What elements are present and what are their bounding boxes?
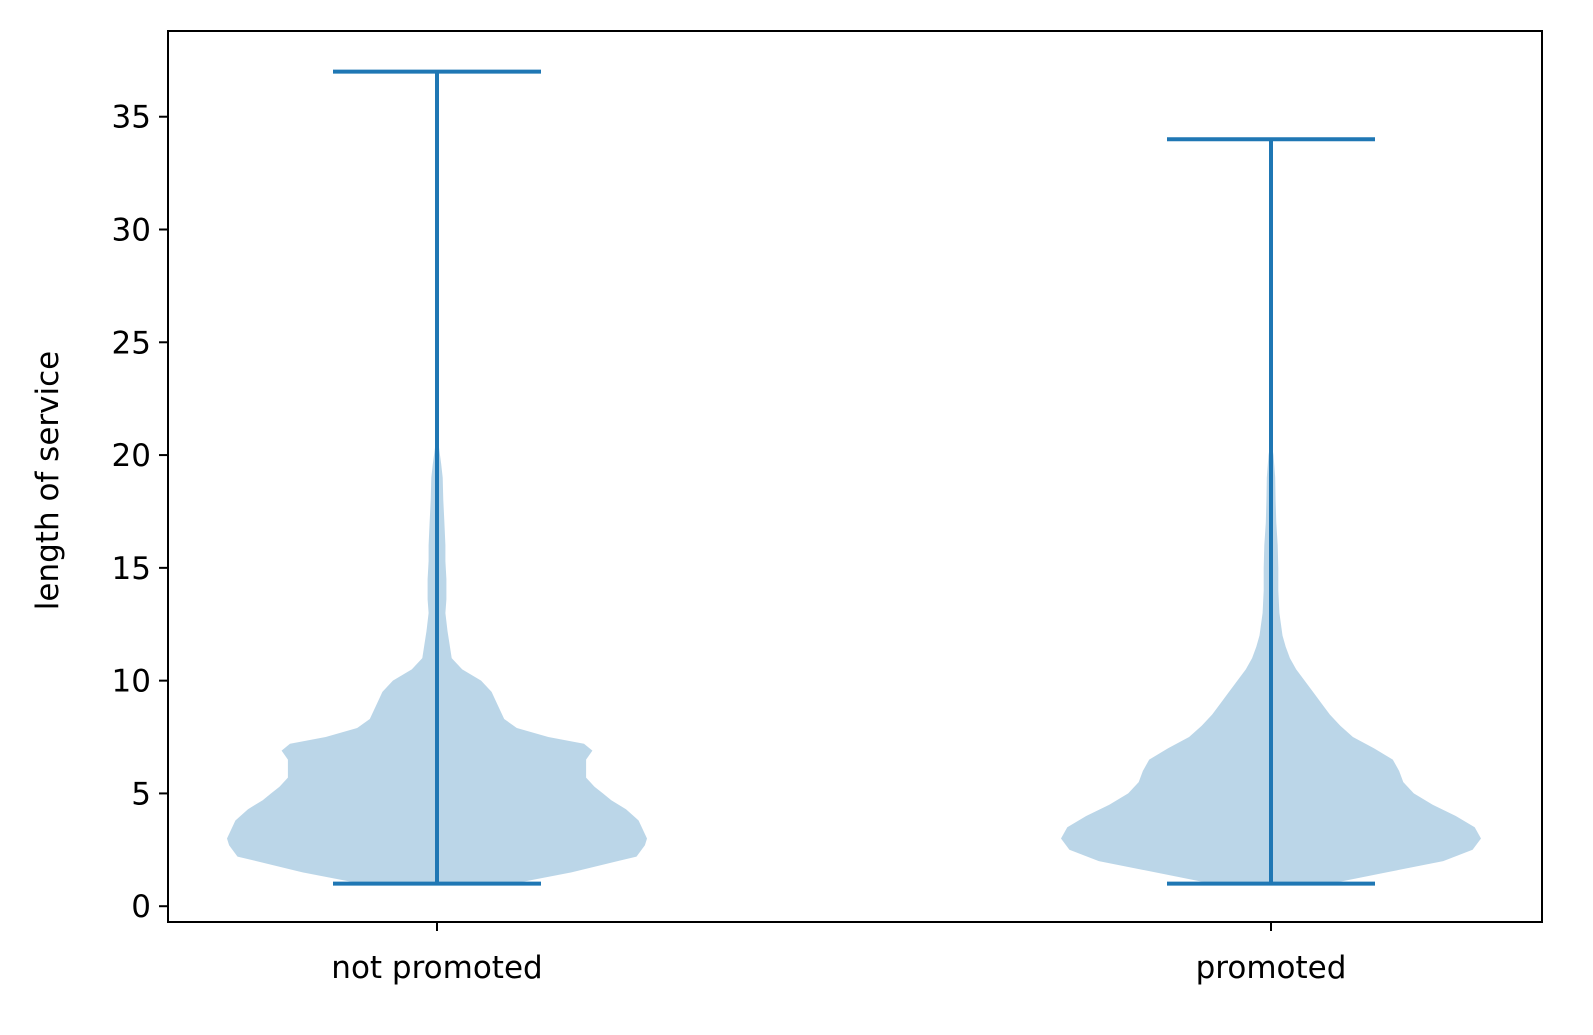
axes-frame — [167, 30, 1543, 923]
x-tick-label: promoted — [1196, 950, 1347, 986]
y-tick-label: 10 — [112, 664, 151, 700]
y-tick-label: 15 — [112, 551, 151, 587]
y-tick-label: 35 — [112, 100, 151, 136]
y-tick-label: 30 — [112, 213, 151, 249]
x-tick-label: not promoted — [331, 950, 542, 986]
y-tick-label: 0 — [131, 889, 151, 925]
x-axis: not promoted promoted — [331, 922, 1346, 986]
y-tick-label: 25 — [112, 325, 151, 361]
y-axis-label: length of service — [30, 351, 66, 610]
plot-area — [227, 69, 1481, 886]
y-tick-label: 20 — [112, 438, 151, 474]
y-tick-label: 5 — [131, 776, 151, 812]
y-axis: 0 5 10 15 20 25 30 35 — [112, 100, 168, 925]
